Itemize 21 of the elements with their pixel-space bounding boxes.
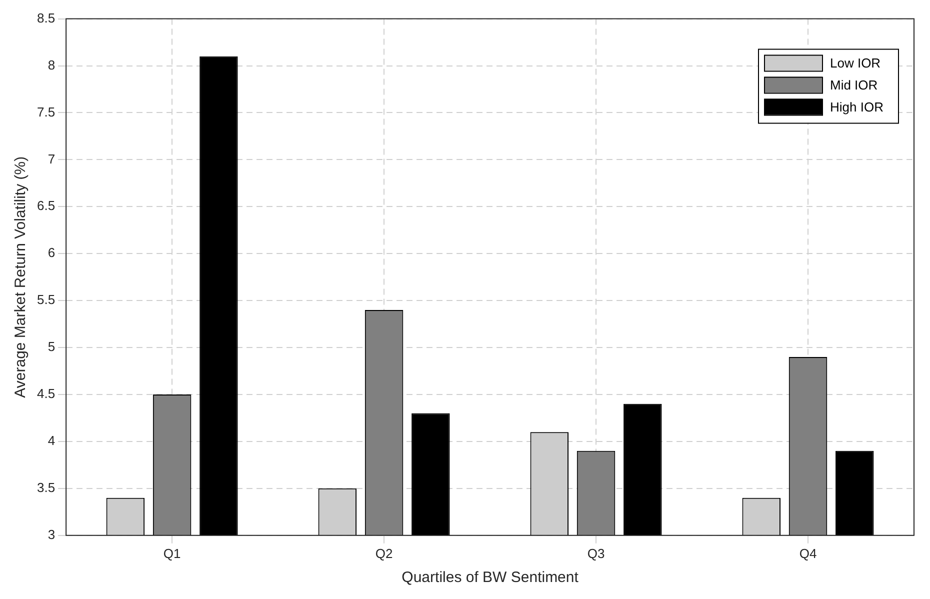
y-tick-label: 7.5	[36, 104, 56, 120]
legend-label: High IOR	[830, 99, 884, 114]
legend-label: Mid IOR	[830, 77, 878, 92]
x-tick-label: Q2	[375, 546, 393, 561]
x-tick-label: Q3	[587, 546, 605, 561]
x-tick-label: Q1	[163, 546, 181, 561]
x-axis-title: Quartiles of BW Sentiment	[402, 569, 580, 586]
x-tick-label: Q4	[799, 546, 817, 561]
y-tick-label: 3.5	[36, 480, 56, 496]
y-tick-label: 4	[48, 433, 56, 448]
y-tick-label: 3	[48, 526, 56, 542]
y-tick-label: 6.5	[36, 198, 56, 214]
y-tick-label: 8	[48, 57, 56, 72]
y-axis-title: Average Market Return Volatility (%)	[12, 156, 30, 398]
y-tick-label: 8.5	[36, 10, 56, 26]
y-tick-label: 4.5	[36, 386, 56, 402]
y-tick-label: 5.5	[36, 292, 56, 308]
y-tick-label: 6	[48, 245, 56, 260]
y-tick-label: 7	[48, 151, 56, 166]
y-tick-label: 5	[48, 339, 56, 354]
legend-label: Low IOR	[830, 55, 881, 70]
